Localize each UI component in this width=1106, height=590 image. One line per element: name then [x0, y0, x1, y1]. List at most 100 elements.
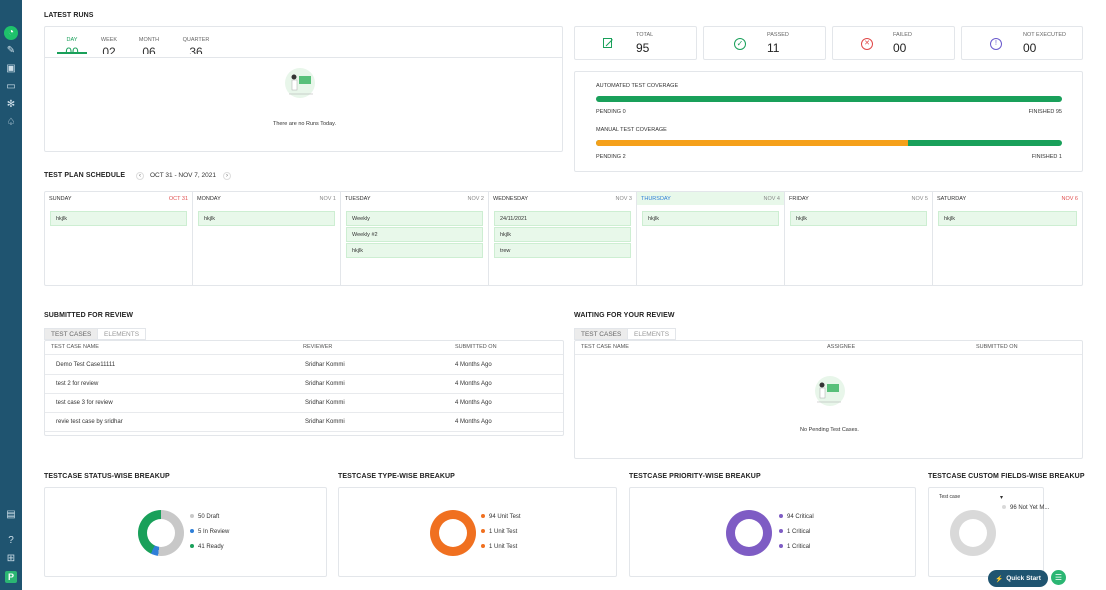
schedule-event[interactable]: hkjlk	[346, 243, 483, 258]
stat-passed-label: PASSED	[767, 32, 789, 38]
review-test-case-link[interactable]: revie test case by sridhar	[56, 419, 123, 425]
legend-text: 41 Ready	[198, 544, 224, 550]
edit-icon[interactable]: ✎	[6, 45, 16, 56]
legend-item: 50 Draft	[190, 514, 219, 520]
schedule-event[interactable]: 24/11/2021	[494, 211, 631, 226]
row-divider	[45, 374, 563, 375]
custom-field-select-value: Test case	[939, 494, 961, 500]
custom-fields-donut-chart	[950, 510, 996, 556]
schedule-event[interactable]: hkjlk	[790, 211, 927, 226]
latest-runs-panel: DAY 00 WEEK 02 MONTH 06 QUARTER 36 There…	[44, 26, 563, 152]
row-divider	[45, 393, 563, 394]
schedule-range: OCT 31 - NOV 7, 2021	[150, 172, 216, 179]
review-test-case-link[interactable]: Demo Test Case11111	[56, 362, 116, 368]
manual-pending: PENDING 2	[596, 154, 626, 160]
schedule-event[interactable]: Weekly	[346, 211, 483, 226]
settings-icon[interactable]: ✻	[6, 99, 16, 110]
bolt-icon: ⚡	[995, 575, 1004, 583]
tab-week-label: WEEK	[100, 37, 118, 43]
help-icon[interactable]: ?	[8, 535, 14, 546]
x-circle-icon: ✕	[861, 38, 873, 50]
day-saturday: SATURDAY NOV 6 hkjlk	[933, 192, 1082, 285]
tab-month-label: MONTH	[138, 37, 160, 43]
legend-dot	[481, 544, 485, 549]
tab-week[interactable]: WEEK 02	[95, 37, 123, 54]
legend-dot	[190, 514, 194, 519]
tab-month[interactable]: MONTH 06	[133, 37, 165, 54]
tab-quarter-value: 36	[189, 45, 203, 54]
legend-item: 1 Unit Test	[481, 529, 517, 535]
legend-item: 96 Not Yet M...	[1002, 505, 1049, 511]
tab-day-underline	[57, 52, 87, 54]
schedule-event[interactable]: hkjlk	[494, 227, 631, 242]
legend-text: 1 Critical	[787, 529, 811, 535]
chevron-down-icon: ▾	[999, 495, 1003, 501]
day-date: NOV 3	[615, 196, 632, 202]
sidebar: ◔ ✎ ▣ ▭ ✻ ♤ ▤ ? ⊞ P	[0, 0, 22, 590]
empty-runs-text: There are no Runs Today.	[272, 121, 337, 127]
chat-icon[interactable]: ☰	[1051, 570, 1066, 585]
stat-failed: ✕ FAILED 00	[832, 26, 955, 60]
waiting-tab-test-cases[interactable]: TEST CASES	[574, 328, 629, 340]
manual-finished: FINISHED 1	[1031, 154, 1062, 160]
col-reviewer: REVIEWER	[303, 344, 333, 350]
submitted-table: TEST CASE NAME REVIEWER SUBMITTED ON Dem…	[44, 340, 564, 436]
monitor-icon[interactable]: ▭	[6, 81, 16, 92]
tab-day[interactable]: DAY 00	[57, 37, 87, 54]
legend-text: 1 Unit Test	[489, 544, 518, 550]
quick-start-label: Quick Start	[1006, 575, 1041, 582]
waiting-table: TEST CASE NAME ASSIGNEE SUBMITTED ON No …	[574, 340, 1083, 459]
bell-icon[interactable]: ♤	[6, 117, 16, 128]
automated-coverage-fill	[596, 96, 1062, 102]
schedule-event[interactable]: hkjlk	[642, 211, 779, 226]
project-badge[interactable]: P	[5, 571, 17, 583]
col-test-case-name: TEST CASE NAME	[581, 344, 629, 350]
legend-dot	[190, 529, 194, 534]
review-test-case-link[interactable]: test 2 for review	[56, 381, 99, 387]
stat-passed-value: 11	[767, 41, 780, 55]
legend-text: 94 Unit Test	[489, 514, 521, 520]
type-breakup-title: TESTCASE TYPE-WISE BREAKUP	[338, 473, 455, 480]
dashboard-icon[interactable]: ◔	[4, 26, 18, 40]
schedule-event[interactable]: hkjlk	[50, 211, 187, 226]
empty-runs-illustration-icon	[285, 68, 315, 98]
day-tuesday-header: TUESDAY NOV 2	[345, 196, 484, 202]
review-reviewer: Sridhar Kommi	[305, 400, 345, 406]
schedule-event[interactable]: trew	[494, 243, 631, 258]
gift-icon[interactable]: ⊞	[6, 553, 16, 564]
submitted-tab-test-cases[interactable]: TEST CASES	[44, 328, 99, 340]
legend-item: 41 Ready	[190, 544, 224, 550]
schedule-next-button[interactable]: ›	[223, 172, 231, 180]
stat-total-label: TOTAL	[636, 32, 654, 38]
tab-quarter-label: QUARTER	[182, 37, 210, 43]
schedule-event[interactable]: hkjlk	[938, 211, 1077, 226]
custom-field-select[interactable]: Test case ▾	[939, 494, 1003, 503]
col-submitted-on: SUBMITTED ON	[976, 344, 1018, 350]
document-icon[interactable]: ▤	[6, 509, 16, 520]
automated-coverage-bar	[596, 96, 1062, 102]
review-reviewer: Sridhar Kommi	[305, 362, 345, 368]
review-submitted-on: 4 Months Ago	[455, 419, 492, 425]
legend-text: 5 In Review	[198, 529, 230, 535]
waiting-tab-elements[interactable]: ELEMENTS	[627, 328, 677, 340]
legend-item: 1 Unit Test	[481, 544, 517, 550]
schedule-event[interactable]: hkjlk	[198, 211, 335, 226]
priority-donut-chart	[726, 510, 772, 556]
schedule-prev-button[interactable]: ‹	[136, 172, 144, 180]
legend-item: 1 Critical	[779, 544, 810, 550]
quick-start-button[interactable]: ⚡ Quick Start	[988, 570, 1048, 587]
legend-item: 94 Unit Test	[481, 514, 521, 520]
day-name: THURSDAY	[641, 196, 671, 202]
day-date: NOV 5	[911, 196, 928, 202]
tab-quarter[interactable]: QUARTER 36	[177, 37, 215, 54]
legend-dot	[779, 529, 783, 534]
day-friday-header: FRIDAY NOV 5	[789, 196, 928, 202]
empty-review-text: No Pending Test Cases.	[800, 427, 859, 433]
submitted-tab-elements[interactable]: ELEMENTS	[97, 328, 147, 340]
briefcase-icon[interactable]: ▣	[6, 63, 16, 74]
manual-coverage-pending-fill	[596, 140, 909, 146]
schedule-event[interactable]: Weekly #2	[346, 227, 483, 242]
main-content: LATEST RUNS DAY 00 WEEK 02 MONTH 06 QUAR…	[22, 0, 1106, 590]
edit-doc-icon	[603, 38, 613, 48]
review-test-case-link[interactable]: test case 3 for review	[56, 400, 113, 406]
